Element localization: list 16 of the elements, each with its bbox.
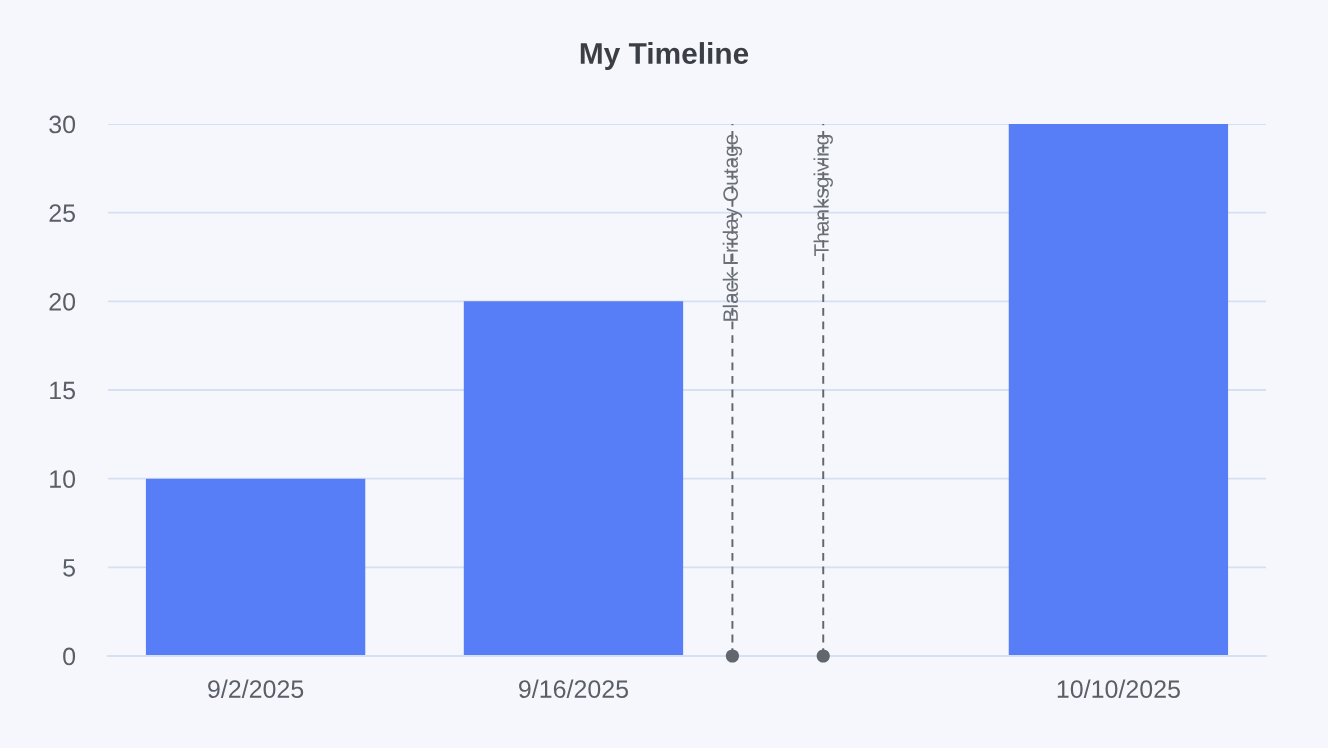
x-tick-label: 10/10/2025 xyxy=(1057,679,1180,698)
y-tick-label: 20 xyxy=(49,292,76,311)
bar xyxy=(463,301,684,656)
y-tick-label: 25 xyxy=(49,204,76,222)
chart-title: My Timeline xyxy=(580,42,749,70)
y-tick-label: 10 xyxy=(50,470,76,488)
x-tick-label: 9/2/2025 xyxy=(208,679,304,698)
y-tick-label: 15 xyxy=(50,381,76,400)
y-tick-label: 0 xyxy=(63,647,76,666)
bar xyxy=(145,478,366,656)
x-tick-label: 9/16/2025 xyxy=(519,679,629,698)
ref-line-label: Thanksgiving xyxy=(813,135,833,256)
ref-line-label: Black Friday Outage xyxy=(722,134,743,321)
bar xyxy=(1008,124,1229,656)
y-tick-label: 5 xyxy=(63,559,76,577)
y-tick-label: 30 xyxy=(49,115,76,134)
